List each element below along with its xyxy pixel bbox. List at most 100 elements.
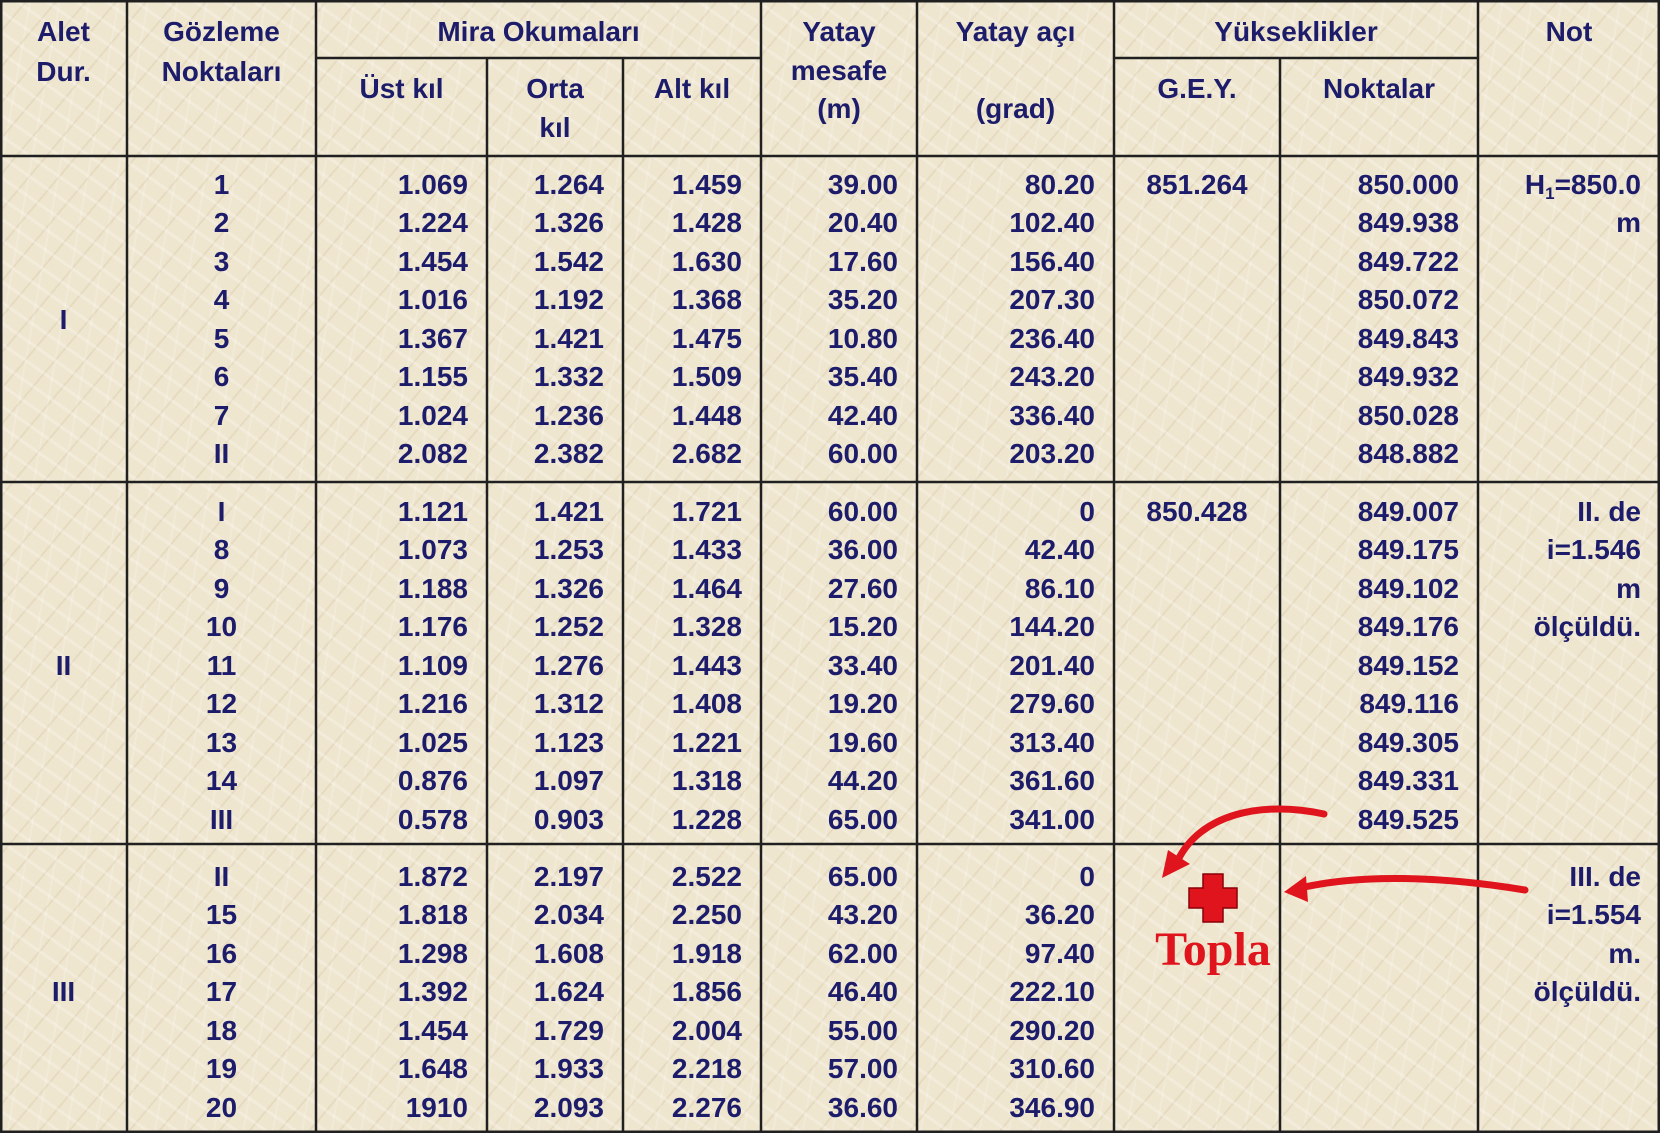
cell-orta: 1.097 [533, 765, 604, 797]
cell-nokta: 849.176 [1357, 611, 1459, 643]
cell-mesafe: 17.60 [827, 245, 898, 277]
cell-point: 9 [213, 572, 230, 604]
cell-ust: 1.648 [397, 1053, 468, 1085]
cell-alt: 1.464 [671, 572, 742, 604]
cell-ust: 1910 [405, 1091, 468, 1123]
note-line: H1=850.0 [1525, 171, 1641, 203]
cell-ust: 1.016 [397, 284, 468, 316]
header-cell: Yükseklikler [1214, 16, 1378, 47]
cell-point: 16 [205, 937, 238, 969]
cell-alt: 1.408 [671, 688, 742, 720]
cell-aci: 236.40 [1009, 322, 1095, 354]
cell-ust: 1.298 [397, 937, 468, 969]
cell-alt: 1.918 [671, 937, 742, 969]
cell-point: 19 [205, 1053, 238, 1085]
cell-ust: 1.024 [397, 399, 468, 431]
cell-ust: 0.578 [397, 803, 468, 835]
cell-mesafe: 57.00 [827, 1053, 898, 1085]
cell-alt: 1.509 [671, 361, 742, 393]
cell-orta: 2.034 [533, 899, 604, 931]
cell-mesafe: 36.60 [827, 1091, 898, 1123]
cell-ust: 1.155 [397, 361, 468, 393]
cell-alt: 1.228 [671, 803, 742, 835]
cell-nokta: 850.028 [1357, 399, 1459, 431]
note-line: m [1616, 572, 1641, 604]
cell-aci: 313.40 [1009, 726, 1095, 758]
cell-aci: 361.60 [1009, 765, 1095, 797]
header-cell: Alet [37, 16, 90, 47]
header-cell: Yatay açı [955, 16, 1076, 47]
cell-orta: 1.253 [533, 534, 604, 566]
cell-point: 11 [206, 649, 237, 681]
cell-mesafe: 43.20 [827, 899, 898, 931]
station: II [55, 649, 72, 681]
cell-ust: 1.454 [397, 1014, 468, 1046]
cell-ust: 1.121 [397, 496, 468, 527]
cell-aci: 42.40 [1024, 534, 1095, 566]
station: I [59, 303, 68, 335]
cell-alt: 2.682 [671, 438, 742, 470]
cell-point: II [213, 438, 230, 470]
cell-nokta: 849.175 [1357, 534, 1459, 566]
header-cell: kıl [539, 112, 571, 143]
note-line: m [1616, 207, 1641, 239]
cell-point: 20 [205, 1091, 238, 1123]
gey-value: 850.428 [1146, 496, 1248, 527]
arrow [1174, 805, 1328, 864]
cell-orta: 1.421 [533, 322, 604, 354]
header-cell: Alt kıl [653, 73, 731, 104]
cell-ust: 1.176 [397, 611, 468, 643]
cell-point: 8 [213, 534, 230, 566]
cell-mesafe: 35.20 [827, 284, 898, 316]
cell-nokta: 849.525 [1357, 803, 1459, 835]
cell-point: 5 [213, 322, 230, 354]
cell-aci: 0 [1079, 496, 1095, 527]
header-cell: G.E.Y. [1157, 73, 1237, 104]
cell-aci: 336.40 [1009, 399, 1095, 431]
cell-mesafe: 55.00 [827, 1014, 898, 1046]
cell-ust: 1.216 [397, 688, 468, 720]
cell-nokta: 849.305 [1357, 726, 1459, 758]
cell-nokta: 850.072 [1357, 284, 1459, 316]
cell-mesafe: 60.00 [827, 496, 898, 527]
cell-orta: 1.933 [533, 1053, 604, 1085]
cell-aci: 0 [1079, 861, 1095, 892]
cell-alt: 1.221 [671, 726, 742, 758]
cell-orta: 1.332 [533, 361, 604, 393]
cell-orta: 1.123 [533, 726, 604, 758]
cell-ust: 1.073 [397, 534, 468, 566]
gey-value: 851.264 [1146, 169, 1248, 200]
cell-point: 3 [213, 245, 230, 277]
cell-aci: 156.40 [1009, 245, 1095, 277]
cell-nokta: 849.152 [1357, 649, 1459, 681]
cell-alt: 1.443 [671, 649, 742, 681]
cell-alt: 2.522 [671, 861, 742, 892]
cell-aci: 290.20 [1009, 1014, 1095, 1046]
header-cell: Noktalar [1322, 73, 1436, 104]
cell-aci: 80.20 [1024, 169, 1095, 200]
header-cell: Üst kıl [359, 73, 444, 104]
note-line: i=1.546 [1546, 534, 1641, 566]
cell-orta: 1.252 [533, 611, 604, 643]
cell-point: I [217, 496, 226, 527]
cell-alt: 1.328 [671, 611, 742, 643]
cell-orta: 1.236 [533, 399, 604, 431]
header-cell: Gözleme [163, 16, 280, 47]
cell-ust: 2.082 [397, 438, 468, 470]
cell-ust: 0.876 [397, 765, 468, 797]
header-cell: Dur. [36, 56, 91, 87]
cell-orta: 2.382 [533, 438, 604, 470]
note-line: II. de [1577, 496, 1641, 527]
cell-nokta: 850.000 [1357, 169, 1459, 200]
cell-aci: 222.10 [1009, 976, 1095, 1008]
header-cell: Yatay [802, 16, 876, 47]
arrow-head [1284, 876, 1308, 902]
header-cell: mesafe [790, 55, 888, 86]
annotation-label: Topla [1155, 923, 1271, 976]
cell-mesafe: 62.00 [827, 937, 898, 969]
cell-mesafe: 19.20 [827, 688, 898, 720]
cell-aci: 36.20 [1024, 899, 1095, 931]
cell-aci: 144.20 [1009, 611, 1095, 643]
cell-aci: 207.30 [1009, 284, 1095, 316]
